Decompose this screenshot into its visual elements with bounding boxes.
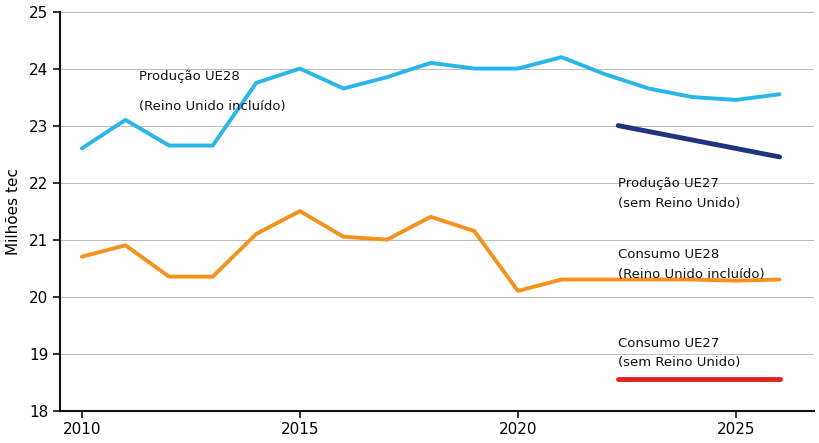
Text: (sem Reino Unido): (sem Reino Unido) bbox=[618, 357, 740, 369]
Text: (sem Reino Unido): (sem Reino Unido) bbox=[618, 197, 740, 210]
Text: Consumo UE27: Consumo UE27 bbox=[618, 337, 719, 350]
Text: Consumo UE28: Consumo UE28 bbox=[618, 248, 718, 261]
Text: Produção UE27: Produção UE27 bbox=[618, 177, 718, 190]
Text: Produção UE28: Produção UE28 bbox=[138, 70, 239, 83]
Y-axis label: Milhões tec: Milhões tec bbox=[6, 167, 20, 255]
Text: (Reino Unido incluído): (Reino Unido incluído) bbox=[138, 100, 285, 113]
Text: (Reino Unido incluído): (Reino Unido incluído) bbox=[618, 268, 764, 281]
